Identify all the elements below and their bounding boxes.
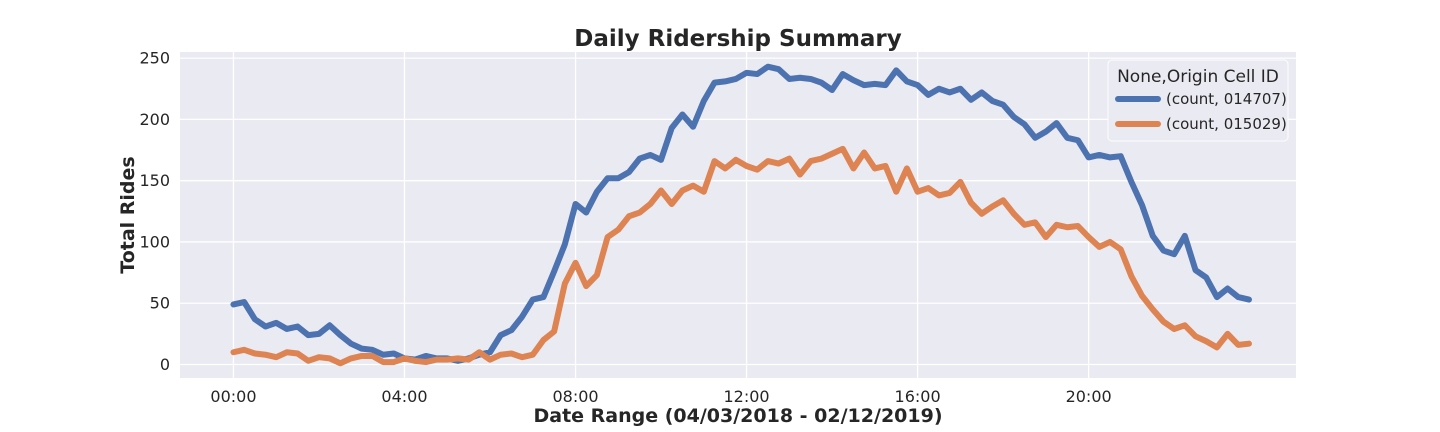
- x-tick-label: 08:00: [552, 387, 598, 406]
- y-tick-label: 0: [160, 355, 170, 374]
- legend-entries: (count, 014707) (count, 015029): [1115, 90, 1287, 133]
- legend: None,Origin Cell ID (count, 014707)(coun…: [1107, 59, 1289, 142]
- y-tick-label: 100: [139, 232, 170, 251]
- legend-label-1: (count, 014707): [1166, 90, 1287, 108]
- x-axis-title: Date Range (04/03/2018 - 02/12/2019): [533, 405, 942, 427]
- x-tick-label: 16:00: [895, 387, 941, 406]
- gridlines: [180, 52, 1296, 378]
- legend-label-2: (count, 015029): [1166, 115, 1287, 133]
- x-tick-label: 12:00: [723, 387, 769, 406]
- x-tick-label: 00:00: [210, 387, 256, 406]
- y-tick-label: 250: [139, 49, 170, 68]
- legend-title: None,Origin Cell ID: [1117, 67, 1279, 87]
- y-axis-ticks: 0 50 100 150 200 250: [139, 49, 170, 374]
- legend-box: [1107, 59, 1289, 142]
- series-line-2: [230, 145, 1252, 367]
- x-tick-label: 20:00: [1066, 387, 1112, 406]
- chart-title: Daily Ridership Summary: [574, 26, 902, 52]
- series-lines: [230, 63, 1252, 367]
- x-tick-label: 04:00: [381, 387, 427, 406]
- y-tick-label: 150: [139, 171, 170, 190]
- y-tick-label: 200: [139, 110, 170, 129]
- x-axis-ticks: 00:00 04:00 08:00 12:00 16:00 20:00: [210, 387, 1111, 406]
- y-tick-label: 50: [150, 294, 170, 313]
- y-axis-title: Total Rides: [117, 156, 139, 273]
